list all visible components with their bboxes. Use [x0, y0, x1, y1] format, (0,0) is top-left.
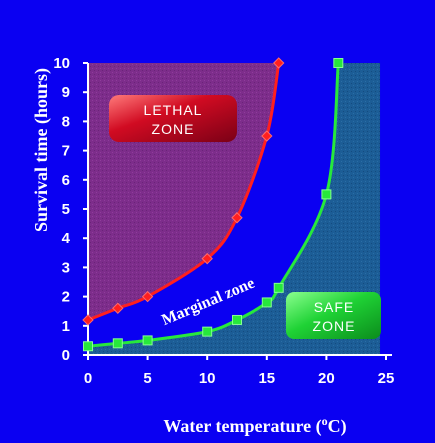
lethal-point-6: [261, 130, 273, 142]
safe-zone-badge: [286, 292, 381, 339]
y-axis-label: Survival time (hours): [31, 68, 52, 232]
safe-point-7: [273, 282, 284, 293]
safe-zone-label-line1: SAFE: [314, 299, 355, 315]
lethal-point-2: [112, 302, 124, 314]
lethal-zone-badge: [109, 95, 237, 142]
safe-point-9: [333, 58, 344, 68]
x-tick-label-5: 5: [143, 370, 151, 387]
safe-zone-label-line2: ZONE: [313, 318, 356, 334]
y-tick-label-6: 6: [62, 172, 70, 189]
x-tick-label-15: 15: [258, 370, 275, 387]
y-tick-label-8: 8: [62, 113, 70, 130]
safe-point-6: [261, 297, 272, 308]
y-tick-label-7: 7: [62, 143, 70, 160]
safe-point-3: [142, 335, 153, 346]
lethal-point-4: [201, 252, 213, 265]
lethal-zone-label-line2: ZONE: [152, 121, 195, 137]
lethal-zone-label-line1: LETHAL: [144, 102, 203, 118]
y-tick-label-10: 10: [53, 55, 70, 72]
lethal-point-5: [231, 212, 243, 224]
x-tick-label-25: 25: [378, 370, 395, 387]
lethal-point-7: [273, 57, 285, 69]
x-axis-label: Water temperature (oC): [163, 414, 346, 437]
series-layer: [82, 57, 344, 352]
x-axis-label-unit: C): [328, 416, 347, 437]
y-tick-label-3: 3: [62, 259, 70, 276]
y-tick-label-0: 0: [62, 347, 70, 364]
y-tick-label-5: 5: [62, 201, 70, 218]
x-tick-label-10: 10: [199, 370, 216, 387]
x-tick-label-20: 20: [318, 370, 335, 387]
safe-point-2: [112, 338, 123, 349]
x-tick-label-0: 0: [84, 370, 92, 387]
x-axis-label-degree: o: [322, 414, 328, 428]
lethal-point-1: [82, 314, 94, 326]
y-tick-label-1: 1: [62, 318, 70, 335]
y-tick-label-4: 4: [62, 230, 71, 247]
safe-point-8: [321, 189, 332, 200]
lethal-point-3: [141, 290, 154, 303]
safe-point-5: [232, 314, 242, 325]
axes-layer: 0 5 10 15 20 25 0 1 2 3 4 5 6 7 8 9 10: [53, 55, 394, 387]
safe-point-1: [83, 341, 93, 352]
y-tick-label-9: 9: [62, 84, 70, 101]
y-tick-label-2: 2: [62, 289, 70, 306]
safe-point-4: [202, 326, 213, 337]
safe-zone-area: [88, 63, 381, 355]
